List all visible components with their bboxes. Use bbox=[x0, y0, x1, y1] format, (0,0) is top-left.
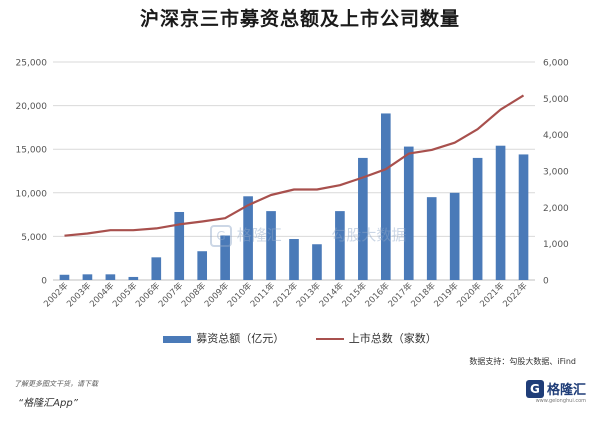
source-note: 数据支持：勾股大数据、iFind bbox=[469, 357, 576, 366]
bar bbox=[403, 146, 414, 280]
bar bbox=[312, 244, 322, 280]
y-left-tick-label: 0 bbox=[41, 277, 47, 287]
legend-item-line: 上市总数（家数） bbox=[315, 330, 437, 346]
app-name: “格隆汇App” bbox=[18, 398, 78, 409]
y-right-tick-label: 1,000 bbox=[543, 240, 569, 250]
bar bbox=[82, 274, 93, 280]
bar bbox=[449, 192, 460, 280]
legend-swatch-line bbox=[315, 338, 344, 340]
bar bbox=[495, 145, 506, 280]
download-note: 了解更多图文干货，请下载 bbox=[14, 380, 98, 388]
brand-logo: G 格隆汇 www.gelonghui.com bbox=[525, 378, 586, 404]
bar bbox=[266, 211, 276, 280]
watermark: G 格隆汇 勾股大数据 bbox=[210, 224, 406, 247]
chart-title: 沪深京三市募资总额及上市公司数量 bbox=[139, 8, 460, 30]
y-left-tick-label: 25,000 bbox=[16, 59, 48, 69]
brand-logo-text: 格隆汇 bbox=[546, 383, 586, 398]
legend-item-bar: 募资总额（亿元） bbox=[163, 330, 284, 346]
brand-logo-icon: G bbox=[525, 379, 544, 398]
y-left-tick-label: 20,000 bbox=[16, 102, 48, 112]
bar bbox=[380, 113, 391, 280]
y-left-tick-label: 5,000 bbox=[21, 233, 47, 243]
watermark-text-2: 勾股大数据 bbox=[331, 226, 407, 244]
y-right-tick-label: 6,000 bbox=[543, 59, 569, 69]
bar bbox=[289, 239, 299, 280]
bar bbox=[174, 211, 185, 280]
y-right-tick-label: 5,000 bbox=[543, 95, 569, 105]
y-left-tick-label: 15,000 bbox=[16, 146, 48, 156]
y-left-tick-label: 10,000 bbox=[16, 189, 48, 199]
brand-logo-url: www.gelonghui.com bbox=[535, 398, 586, 404]
bar bbox=[197, 251, 208, 280]
x-tick-label: 2022年 bbox=[501, 280, 530, 309]
bar bbox=[518, 154, 529, 280]
y-right-tick-label: 3,000 bbox=[543, 168, 569, 178]
bar bbox=[472, 157, 483, 280]
watermark-text-1: 格隆汇 bbox=[236, 226, 282, 244]
chart-svg: 0 5,000 10,000 15,000 20,000 25,000 0 1,000 2,00… bbox=[16, 59, 570, 310]
bar bbox=[59, 274, 70, 280]
bar bbox=[105, 274, 116, 280]
bar bbox=[220, 235, 230, 280]
bar bbox=[358, 157, 368, 280]
bar bbox=[243, 196, 253, 280]
bar bbox=[128, 276, 139, 280]
plot-area: 0 5,000 10,000 15,000 20,000 25,000 0 1,000 2,00… bbox=[16, 59, 570, 310]
y-right-tick-label: 4,000 bbox=[543, 131, 569, 141]
bar bbox=[151, 257, 162, 280]
legend-label-line: 上市总数（家数） bbox=[348, 332, 437, 345]
bar bbox=[426, 197, 437, 280]
legend-swatch-bar bbox=[163, 335, 192, 343]
watermark-logo-icon: G bbox=[210, 224, 232, 247]
bar bbox=[335, 211, 345, 280]
chart-legend: 募资总额（亿元） 上市总数（家数） bbox=[0, 330, 600, 346]
y-right-tick-label: 2,000 bbox=[543, 204, 569, 214]
y-right-tick-label: 0 bbox=[543, 277, 549, 287]
legend-label-bar: 募资总额（亿元） bbox=[196, 332, 285, 345]
